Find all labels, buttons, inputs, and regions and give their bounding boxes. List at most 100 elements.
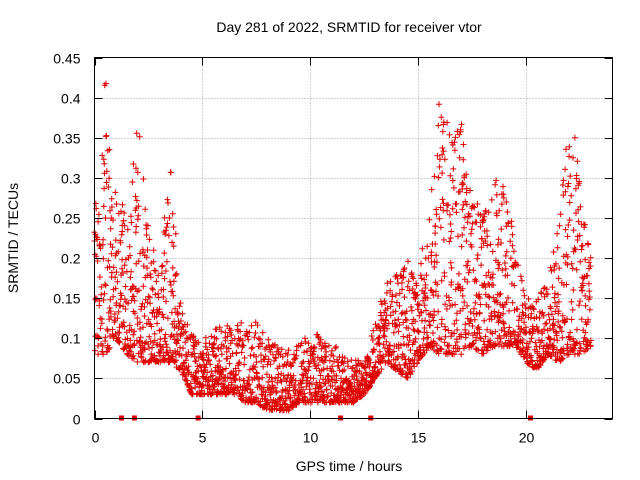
data-point bbox=[449, 205, 456, 212]
data-point bbox=[460, 181, 467, 188]
data-point bbox=[112, 189, 119, 196]
data-point bbox=[333, 372, 340, 379]
data-point bbox=[291, 392, 298, 399]
data-point bbox=[245, 382, 252, 389]
data-point bbox=[130, 293, 137, 300]
axis-ticks bbox=[94, 57, 613, 420]
data-point bbox=[467, 213, 473, 220]
data-point bbox=[326, 357, 333, 364]
data-point bbox=[411, 363, 418, 370]
data-point bbox=[130, 331, 137, 338]
data-point bbox=[112, 274, 119, 281]
data-point bbox=[444, 207, 450, 214]
data-point bbox=[279, 353, 286, 360]
data-point bbox=[328, 347, 335, 354]
data-point bbox=[272, 375, 279, 382]
data-point bbox=[351, 383, 358, 390]
data-point bbox=[92, 200, 99, 207]
data-point bbox=[299, 360, 306, 367]
data-point bbox=[273, 389, 280, 396]
data-point bbox=[157, 336, 164, 343]
data-point bbox=[194, 375, 201, 382]
data-point bbox=[103, 179, 110, 186]
data-point bbox=[447, 211, 453, 218]
data-point bbox=[170, 292, 177, 299]
data-point bbox=[180, 324, 187, 330]
data-point bbox=[103, 132, 110, 139]
data-point bbox=[168, 309, 175, 316]
data-point bbox=[560, 192, 567, 199]
data-point bbox=[140, 263, 147, 270]
data-point bbox=[270, 343, 277, 349]
x-tick-label: 15 bbox=[411, 430, 427, 446]
data-point bbox=[481, 317, 488, 324]
data-point bbox=[543, 286, 550, 293]
data-point bbox=[213, 352, 220, 359]
data-point bbox=[389, 293, 396, 300]
data-point bbox=[425, 255, 432, 262]
data-point bbox=[180, 360, 187, 367]
data-point bbox=[155, 272, 162, 279]
data-point bbox=[107, 296, 114, 303]
data-point bbox=[197, 363, 204, 370]
data-point bbox=[213, 335, 220, 342]
y-tick-label: 0.2 bbox=[61, 251, 81, 267]
data-point bbox=[153, 313, 160, 320]
data-point bbox=[408, 304, 415, 310]
data-point bbox=[586, 306, 593, 313]
data-point bbox=[454, 310, 460, 317]
data-point bbox=[438, 336, 445, 343]
data-point bbox=[329, 363, 336, 370]
data-point bbox=[149, 285, 156, 292]
data-point bbox=[232, 372, 239, 379]
data-point bbox=[240, 342, 247, 349]
data-point bbox=[236, 376, 243, 383]
data-point bbox=[585, 316, 592, 323]
data-point bbox=[505, 294, 511, 301]
data-point bbox=[180, 345, 186, 352]
data-point bbox=[163, 258, 170, 265]
data-point bbox=[561, 350, 567, 357]
data-point bbox=[159, 311, 166, 318]
data-point bbox=[404, 283, 411, 290]
data-point bbox=[140, 324, 146, 331]
data-point bbox=[188, 385, 195, 392]
data-point bbox=[454, 339, 460, 345]
data-point bbox=[102, 334, 109, 341]
data-point bbox=[256, 376, 263, 382]
data-point bbox=[384, 305, 391, 312]
data-point bbox=[512, 329, 518, 336]
data-point bbox=[525, 344, 532, 351]
data-point bbox=[121, 210, 128, 216]
data-point bbox=[363, 369, 369, 376]
data-point bbox=[279, 387, 286, 393]
data-point bbox=[121, 262, 128, 269]
data-point bbox=[268, 374, 275, 381]
data-point bbox=[434, 324, 441, 331]
x-tick-label: 10 bbox=[303, 430, 319, 446]
data-point bbox=[532, 339, 539, 346]
data-point bbox=[205, 357, 212, 364]
data-point bbox=[151, 352, 158, 359]
data-point bbox=[423, 307, 429, 314]
data-point bbox=[536, 361, 543, 368]
data-point bbox=[467, 187, 474, 194]
data-point bbox=[429, 343, 436, 350]
data-point bbox=[438, 114, 445, 121]
data-point bbox=[405, 278, 412, 285]
data-point bbox=[148, 323, 155, 330]
data-point bbox=[100, 297, 107, 303]
data-point bbox=[200, 350, 207, 357]
data-point bbox=[228, 332, 235, 338]
data-point bbox=[116, 329, 123, 336]
data-point bbox=[485, 303, 492, 310]
data-point bbox=[218, 328, 225, 335]
data-point bbox=[460, 201, 467, 208]
data-point bbox=[389, 320, 396, 327]
data-point bbox=[412, 339, 418, 345]
data-point bbox=[95, 218, 102, 225]
data-point bbox=[182, 339, 189, 346]
y-tick-label: 0.15 bbox=[53, 291, 80, 307]
data-point bbox=[92, 296, 99, 303]
data-point bbox=[455, 233, 461, 240]
